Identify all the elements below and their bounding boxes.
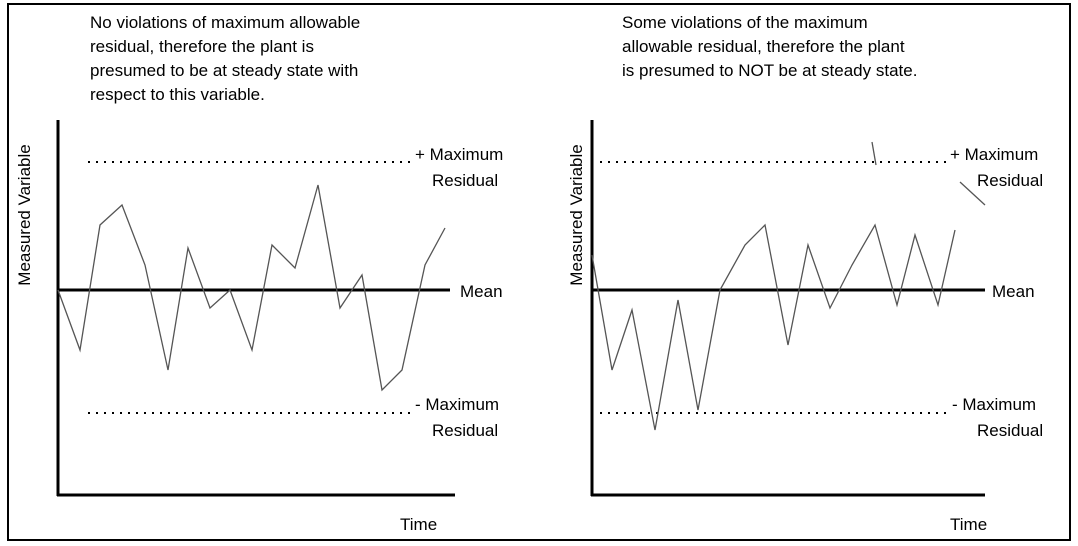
caption: Some violations of the maximum xyxy=(622,13,868,32)
upper-label: Residual xyxy=(977,171,1043,190)
caption: presumed to be at steady state with xyxy=(90,61,358,80)
x-label: Time xyxy=(400,515,437,534)
upper-label: + Maximum xyxy=(950,145,1038,164)
caption: residual, therefore the plant is xyxy=(90,37,314,56)
lower-label: - Maximum xyxy=(952,395,1036,414)
caption: No violations of maximum allowable xyxy=(90,13,360,32)
lower-label: Residual xyxy=(432,421,498,440)
y-label: Measured Variable xyxy=(567,144,586,285)
mean-label: Mean xyxy=(460,282,503,301)
y-label: Measured Variable xyxy=(15,144,34,285)
frame xyxy=(7,3,1071,541)
upper-label: Residual xyxy=(432,171,498,190)
signal-spike xyxy=(871,141,877,166)
upper-label: + Maximum xyxy=(415,145,503,164)
signal xyxy=(591,223,956,431)
caption: allowable residual, therefore the plant xyxy=(622,37,905,56)
panel-right: Some violations of the maximum allowable… xyxy=(567,13,1043,534)
signal xyxy=(57,184,446,392)
lower-label: - Maximum xyxy=(415,395,499,414)
lower-label: Residual xyxy=(977,421,1043,440)
panel-left: No violations of maximum allowable resid… xyxy=(15,13,503,534)
caption: respect to this variable. xyxy=(90,85,265,104)
signal-spike xyxy=(959,181,986,206)
caption: is presumed to NOT be at steady state. xyxy=(622,61,917,80)
x-label: Time xyxy=(950,515,987,534)
mean-label: Mean xyxy=(992,282,1035,301)
